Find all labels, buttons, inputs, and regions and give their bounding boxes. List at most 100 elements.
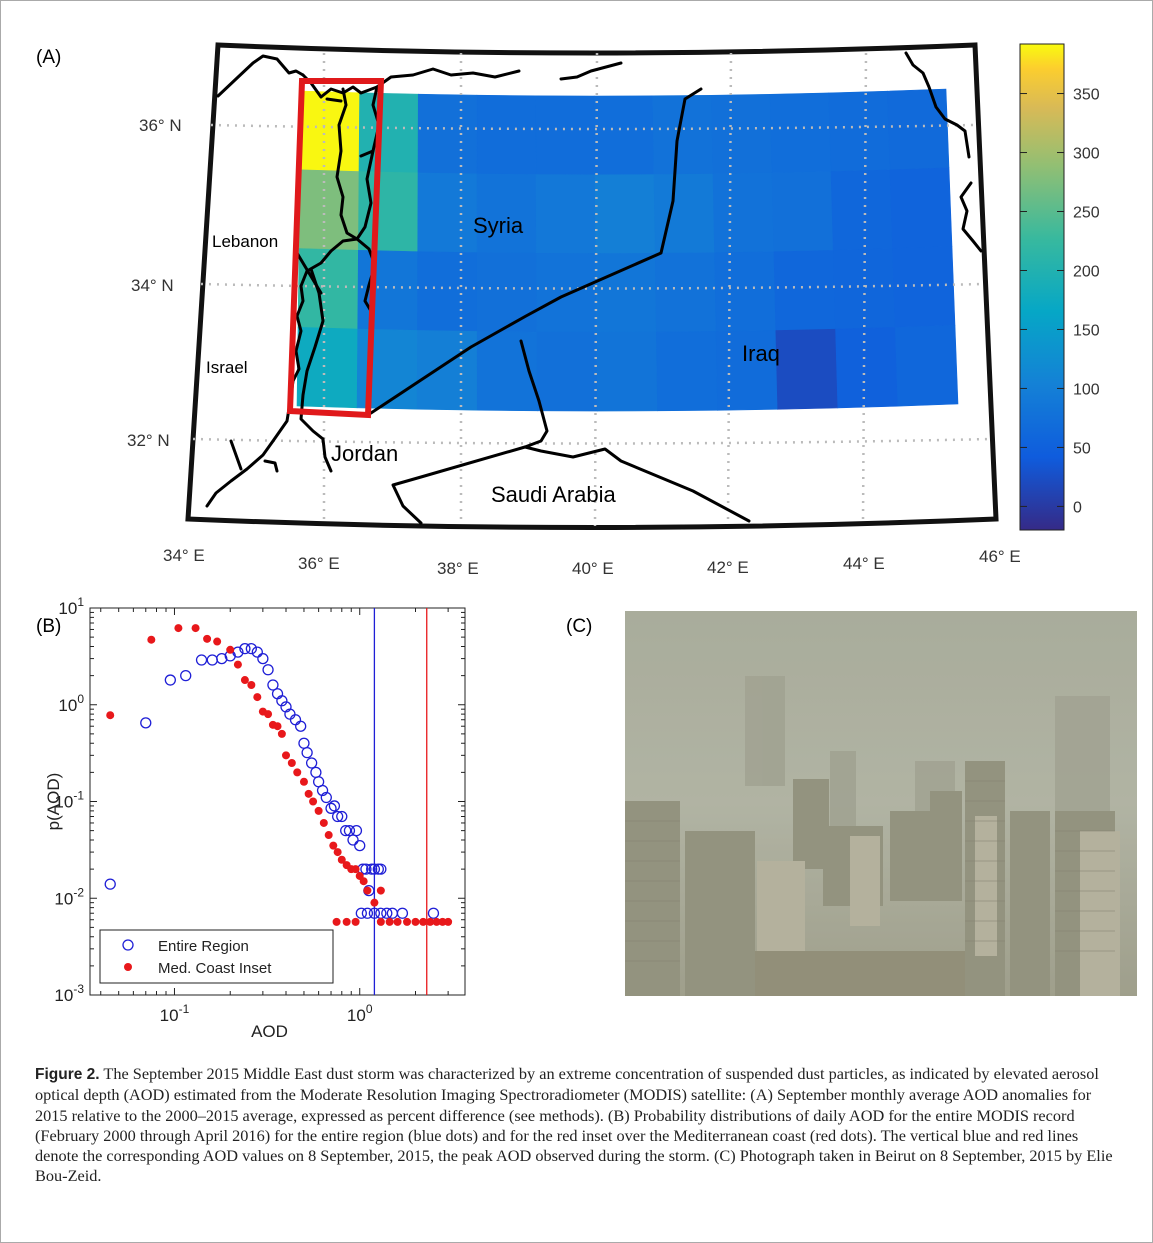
lon-label-40: 40° E xyxy=(572,559,614,578)
figure-caption: Figure 2. The September 2015 Middle East… xyxy=(35,1064,1125,1187)
med-coast-point xyxy=(359,877,368,886)
label-saudi-arabia: Saudi Arabia xyxy=(491,482,617,507)
entire-region-point xyxy=(164,674,176,686)
aod-distribution-chart: 101 100 10-1 10-2 10-3 10-1 100 AOD p(AOD) Entire… xyxy=(44,595,466,1041)
entire-region-point xyxy=(325,802,337,814)
tick-label: 101 xyxy=(58,595,84,618)
tick-label: 100 xyxy=(58,692,84,715)
colorbar xyxy=(1019,43,1065,531)
entire-region-point xyxy=(332,810,344,823)
anomaly-cell xyxy=(656,331,718,412)
anomaly-cell xyxy=(773,250,836,331)
med-coast-point xyxy=(426,917,435,926)
med-coast-point xyxy=(332,917,341,926)
med-coast-point xyxy=(309,797,318,806)
med-coast-point xyxy=(213,637,222,646)
med-coast-point xyxy=(304,789,313,798)
entire-region-point xyxy=(355,907,367,919)
med-coast-point xyxy=(333,848,342,857)
med-coast-point xyxy=(329,841,338,850)
label-syria: Syria xyxy=(473,213,524,238)
lon-label-38: 38° E xyxy=(437,559,479,578)
med-coast-point xyxy=(147,635,156,644)
entire-region-point xyxy=(368,907,381,919)
med-coast-point xyxy=(174,624,183,633)
anomaly-cell xyxy=(711,94,773,175)
entire-region-point xyxy=(180,669,192,682)
entire-region-point xyxy=(257,652,269,665)
tick-label: 10-1 xyxy=(160,1002,190,1025)
legend-marker xyxy=(124,963,132,971)
label-israel: Israel xyxy=(206,358,248,377)
entire-region-point xyxy=(301,746,313,759)
entire-region-point xyxy=(140,717,152,729)
entire-region-point xyxy=(354,839,366,852)
lat-label-32: 32° N xyxy=(127,431,170,450)
entire-region-point xyxy=(368,863,381,875)
entire-region-point xyxy=(305,757,318,769)
colorbar-tick-label: 100 xyxy=(1073,381,1100,398)
med-coast-point xyxy=(376,917,385,926)
lat-label-36: 36° N xyxy=(139,116,182,135)
med-coast-point xyxy=(203,634,212,643)
caption-text: The September 2015 Middle East dust stor… xyxy=(35,1064,1113,1186)
med-coast-point xyxy=(191,624,200,633)
med-coast-point xyxy=(264,710,273,719)
colorbar-tick-label: 0 xyxy=(1073,499,1082,516)
med-coast-point xyxy=(319,818,328,827)
med-coast-point xyxy=(393,917,402,926)
med-coast-point xyxy=(376,886,385,895)
entire-region-point xyxy=(396,907,409,919)
entire-region-point xyxy=(366,863,378,875)
entire-region-point xyxy=(360,863,372,875)
lon-label-36: 36° E xyxy=(298,554,340,573)
entire-region-point xyxy=(245,643,257,655)
med-coast-point xyxy=(351,917,360,926)
anomaly-cell xyxy=(887,88,950,171)
label-lebanon: Lebanon xyxy=(212,232,278,251)
x-axis-label: AOD xyxy=(251,1022,288,1041)
med-coast-point xyxy=(233,660,242,669)
colorbar-ticks: 350 300 250 200 150 100 50 0 xyxy=(1020,87,1100,516)
anomaly-cell xyxy=(775,328,839,410)
entire-region-point xyxy=(427,907,440,919)
anomaly-cell xyxy=(894,324,959,407)
med-coast-point xyxy=(370,898,379,907)
entire-region-point xyxy=(343,824,356,837)
panel-label-c: (C) xyxy=(566,616,593,637)
lon-label-34: 34° E xyxy=(163,546,205,565)
med-coast-inset-box xyxy=(286,78,385,419)
anomaly-cell xyxy=(654,252,717,333)
legend xyxy=(99,929,334,984)
med-coast-point xyxy=(282,751,291,760)
med-coast-point xyxy=(324,831,333,840)
med-coast-point xyxy=(351,865,360,874)
entire-region-point xyxy=(104,878,116,890)
entire-region-point xyxy=(361,907,374,919)
med-coast-point xyxy=(419,917,428,926)
med-coast-point xyxy=(293,768,302,777)
entire-region-point xyxy=(381,907,393,919)
tick-label: 10-3 xyxy=(54,982,84,1005)
entire-region-point xyxy=(320,791,332,804)
entire-region-point xyxy=(276,695,288,707)
med-coast-point xyxy=(363,886,372,895)
med-coast-point xyxy=(385,917,394,926)
caption-label: Figure 2. xyxy=(35,1066,100,1083)
panel-label-a: (A) xyxy=(36,47,62,68)
lon-label-42: 42° E xyxy=(707,558,749,577)
med-coast-point xyxy=(342,917,351,926)
anomaly-cell xyxy=(596,331,658,412)
med-coast-point xyxy=(226,645,235,654)
entire-region-point xyxy=(340,824,352,837)
panel-label-b: (B) xyxy=(36,616,62,637)
med-coast-point xyxy=(411,917,420,926)
anomaly-cell xyxy=(892,246,956,328)
label-iraq: Iraq xyxy=(742,341,780,366)
med-coast-point xyxy=(287,758,296,767)
med-coast-point xyxy=(299,777,308,786)
med-coast-point xyxy=(432,917,441,926)
med-coast-point xyxy=(247,681,256,690)
anomaly-cell xyxy=(828,90,891,172)
